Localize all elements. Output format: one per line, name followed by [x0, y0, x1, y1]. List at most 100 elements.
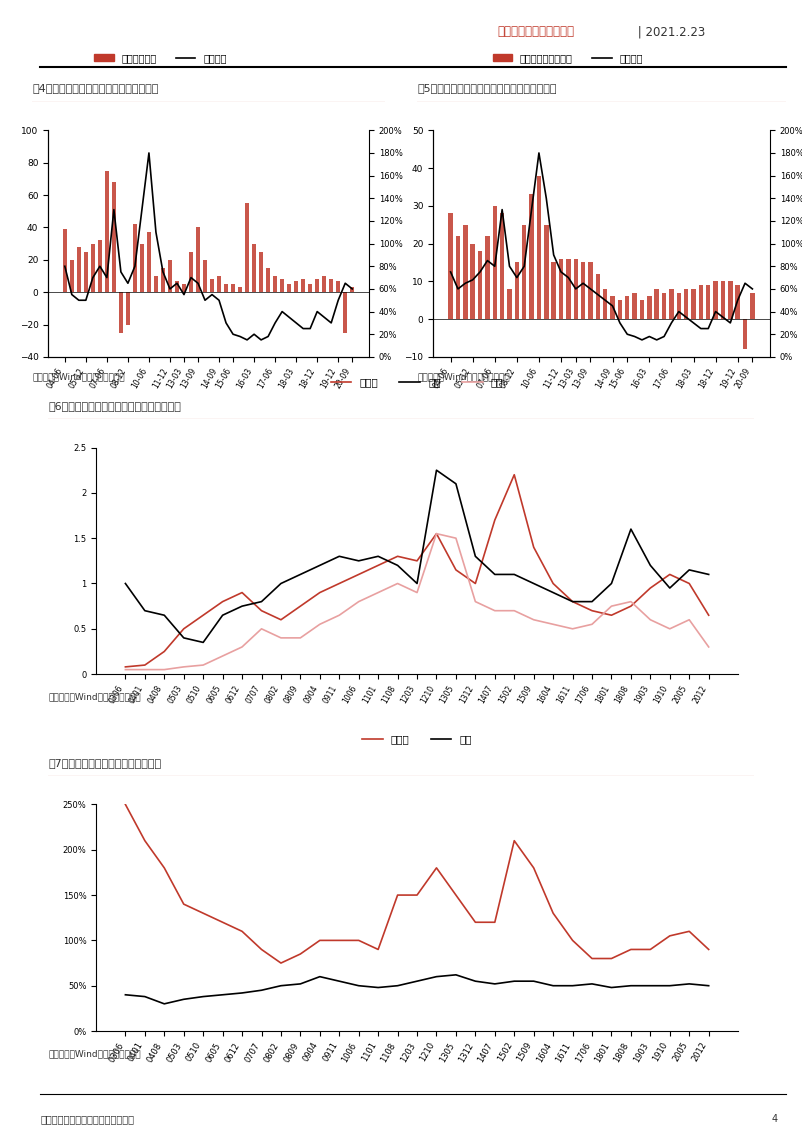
Line: 银行: 银行: [125, 974, 709, 1004]
房地产: [431, 861, 441, 875]
Bar: [573, 258, 578, 320]
Bar: [654, 289, 659, 320]
房地产: [509, 468, 519, 482]
房地产: [568, 595, 577, 608]
建材: [179, 631, 188, 645]
建材: [509, 568, 519, 581]
建材: [626, 522, 636, 536]
建筑: [198, 658, 208, 672]
Bar: [63, 229, 67, 292]
建筑: [218, 649, 228, 663]
Bar: [714, 281, 718, 320]
Text: 4: 4: [772, 1115, 778, 1124]
建筑: [684, 613, 694, 627]
银行: [393, 979, 403, 993]
Text: 资料来源：Wind，中信证券研究部: 资料来源：Wind，中信证券研究部: [32, 373, 124, 382]
Bar: [336, 281, 340, 292]
银行: [257, 983, 266, 997]
Text: 资料来源：Wind，中信证券研究部: 资料来源：Wind，中信证券研究部: [417, 373, 509, 382]
房地产: [451, 888, 460, 902]
Bar: [83, 252, 88, 292]
Bar: [189, 252, 193, 292]
房地产: [393, 888, 403, 902]
银行: [218, 988, 228, 1002]
房地产: [587, 604, 597, 617]
房地产: [431, 527, 441, 540]
建材: [393, 559, 403, 572]
房地产: [704, 943, 714, 956]
Bar: [168, 259, 172, 292]
Bar: [133, 224, 137, 292]
银行: [451, 968, 460, 981]
建材: [354, 554, 363, 568]
Line: 房地产: 房地产: [125, 804, 709, 963]
Bar: [728, 281, 732, 320]
房地产: [549, 577, 558, 590]
建材: [704, 568, 714, 581]
Bar: [252, 244, 256, 292]
Bar: [343, 292, 347, 333]
房地产: [374, 559, 383, 572]
Bar: [478, 252, 482, 320]
房地产: [451, 563, 460, 577]
建材: [665, 581, 674, 595]
房地产: [218, 915, 228, 929]
Bar: [119, 292, 123, 333]
建材: [471, 550, 480, 563]
房地产: [704, 608, 714, 622]
Legend: 房地产, 建材, 建筑: 房地产, 建材, 建筑: [326, 374, 508, 392]
Bar: [699, 286, 703, 320]
Bar: [559, 258, 563, 320]
Text: 资料来源：Wind，中信证券研究部: 资料来源：Wind，中信证券研究部: [48, 1049, 140, 1058]
Bar: [315, 279, 319, 292]
建材: [120, 577, 130, 590]
银行: [626, 979, 636, 993]
Bar: [677, 292, 681, 320]
Bar: [98, 240, 102, 292]
房地产: [198, 906, 208, 920]
Bar: [329, 279, 334, 292]
Bar: [508, 289, 512, 320]
房地产: [315, 586, 325, 599]
Bar: [161, 267, 165, 292]
建筑: [529, 613, 538, 627]
Bar: [154, 276, 158, 292]
银行: [704, 979, 714, 993]
房地产: [665, 929, 674, 943]
建材: [490, 568, 500, 581]
建材: [276, 577, 286, 590]
房地产: [568, 934, 577, 947]
房地产: [334, 934, 344, 947]
建筑: [354, 595, 363, 608]
建材: [684, 563, 694, 577]
Text: 图4：商品房销售同比与房地产股配置强度: 图4：商品房销售同比与房地产股配置强度: [32, 84, 159, 94]
Bar: [529, 195, 534, 320]
房地产: [276, 613, 286, 627]
Bar: [640, 300, 644, 320]
Legend: 商品房售同比, 配置强度: 商品房售同比, 配置强度: [90, 49, 231, 67]
建材: [198, 636, 208, 649]
建筑: [471, 595, 480, 608]
Bar: [126, 292, 130, 324]
房地产: [626, 599, 636, 613]
房地产: [549, 906, 558, 920]
Bar: [147, 232, 151, 292]
房地产: [237, 925, 247, 938]
建材: [218, 608, 228, 622]
Bar: [322, 276, 326, 292]
银行: [509, 974, 519, 988]
Bar: [245, 203, 249, 292]
Bar: [625, 297, 630, 320]
房地产: [179, 622, 188, 636]
建筑: [704, 640, 714, 654]
房地产: [120, 661, 130, 674]
Bar: [669, 289, 674, 320]
Bar: [301, 279, 306, 292]
Bar: [273, 276, 277, 292]
Bar: [610, 297, 615, 320]
Bar: [618, 300, 622, 320]
Bar: [77, 247, 81, 292]
Bar: [662, 292, 666, 320]
Bar: [552, 263, 556, 320]
建筑: [160, 663, 169, 676]
